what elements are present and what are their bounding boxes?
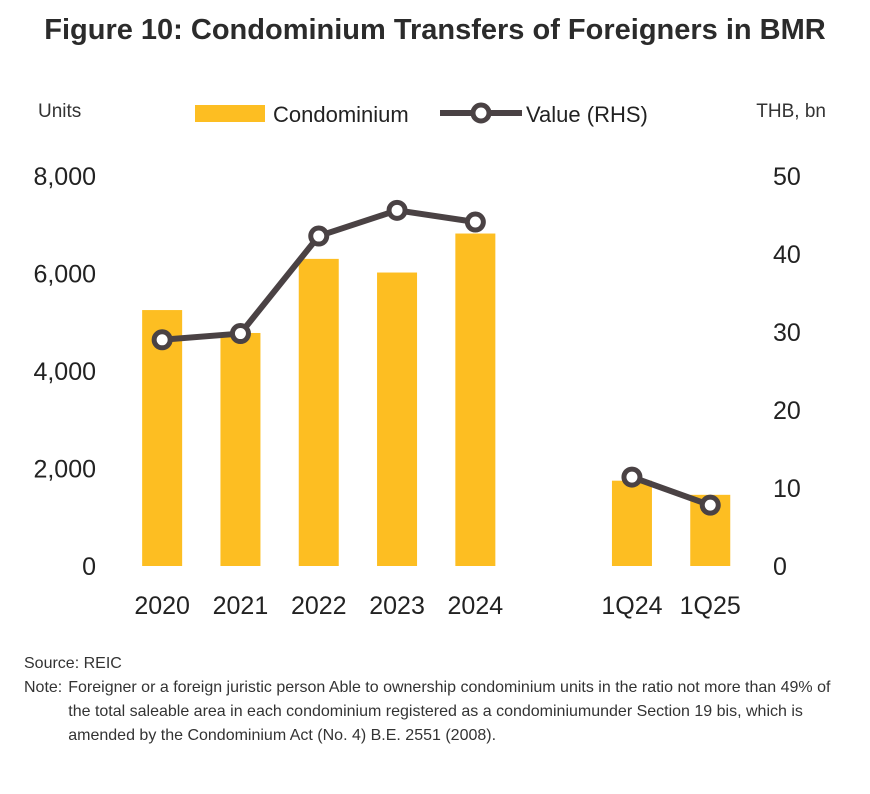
- bar-2022: [298, 258, 339, 566]
- category-label: 1Q25: [680, 592, 741, 620]
- value-point-1Q25: [699, 494, 721, 516]
- right-tick-label: 50: [773, 163, 801, 191]
- right-tick-label: 20: [773, 397, 801, 425]
- category-label: 2023: [369, 592, 425, 620]
- value-point-1Q24: [621, 466, 643, 488]
- chart: Units THB, bn 0 2,000 4,000 6,000 8,000 0 10 20 30…: [33, 101, 826, 620]
- note-text: Foreigner or a foreign juristic person A…: [68, 679, 831, 744]
- category-label: 2021: [213, 592, 269, 620]
- legend-bar-swatch: [195, 105, 265, 122]
- value-point-2020: [151, 329, 173, 351]
- right-tick-label: 0: [773, 553, 787, 581]
- left-tick-label: 2,000: [33, 456, 96, 484]
- bar-2024: [455, 233, 496, 566]
- left-tick-label: 4,000: [33, 358, 96, 386]
- chart-footer: Source: REIC Note: Foreigner or a foreig…: [24, 652, 854, 748]
- left-tick-label: 6,000: [33, 261, 96, 289]
- legend-line-label: Value (RHS): [526, 102, 648, 127]
- bar-1Q24: [611, 480, 652, 566]
- source-text: Source: REIC: [24, 655, 122, 672]
- value-line: [630, 474, 712, 508]
- category-label: 1Q24: [601, 592, 662, 620]
- value-point-2021: [229, 323, 251, 345]
- right-tick-label: 40: [773, 241, 801, 269]
- left-tick-label: 8,000: [33, 163, 96, 191]
- value-point-2024: [464, 211, 486, 233]
- legend-bar-label: Condominium: [273, 102, 409, 127]
- legend-line-marker: [470, 102, 492, 124]
- bar-2021: [220, 332, 261, 566]
- bar-2023: [377, 272, 418, 566]
- value-point-2022: [308, 225, 330, 247]
- right-axis-label: THB, bn: [756, 101, 826, 122]
- right-tick-label: 30: [773, 319, 801, 347]
- left-tick-label: 0: [82, 553, 96, 581]
- chart-title: Figure 10: Condominium Transfers of Fore…: [44, 14, 826, 46]
- category-label: 2020: [134, 592, 190, 620]
- note: Note: Foreigner or a foreign juristic pe…: [24, 676, 854, 748]
- bar-2020: [142, 310, 183, 566]
- note-label: Note:: [24, 679, 63, 696]
- category-label: 2022: [291, 592, 347, 620]
- value-point-2023: [386, 199, 408, 221]
- right-tick-label: 10: [773, 475, 801, 503]
- left-axis-label: Units: [38, 101, 81, 122]
- category-label: 2024: [448, 592, 504, 620]
